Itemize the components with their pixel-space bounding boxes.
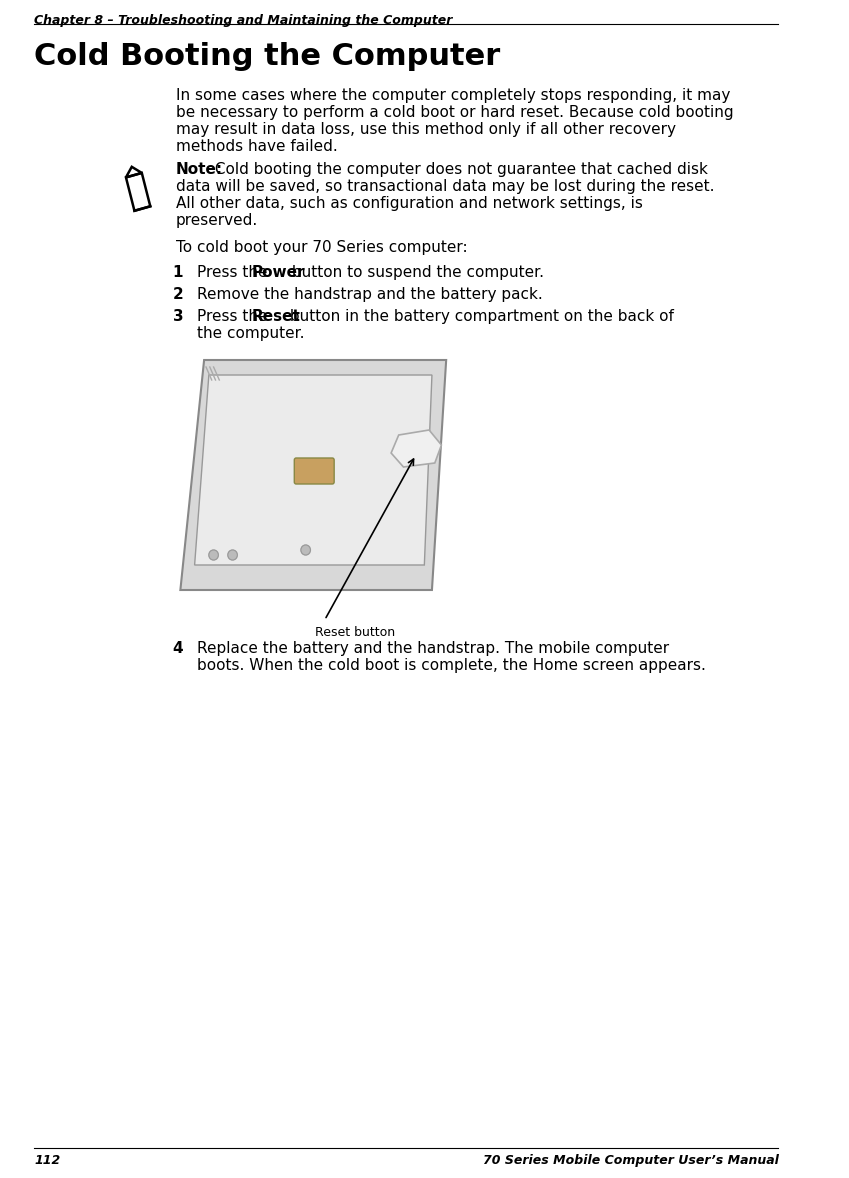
Text: Cold Booting the Computer: Cold Booting the Computer xyxy=(34,42,500,71)
Text: the computer.: the computer. xyxy=(196,326,304,340)
Text: Press the: Press the xyxy=(196,309,272,324)
Circle shape xyxy=(209,550,218,560)
Text: In some cases where the computer completely stops responding, it may: In some cases where the computer complet… xyxy=(176,88,730,102)
Text: may result in data loss, use this method only if all other recovery: may result in data loss, use this method… xyxy=(176,123,676,137)
Text: data will be saved, so transactional data may be lost during the reset.: data will be saved, so transactional dat… xyxy=(176,179,714,194)
Text: 112: 112 xyxy=(34,1154,60,1167)
Polygon shape xyxy=(194,375,432,565)
Text: preserved.: preserved. xyxy=(176,213,258,229)
Text: Press the: Press the xyxy=(196,265,272,280)
Text: Reset: Reset xyxy=(251,309,301,324)
Text: To cold boot your 70 Series computer:: To cold boot your 70 Series computer: xyxy=(176,240,467,254)
Text: All other data, such as configuration and network settings, is: All other data, such as configuration an… xyxy=(176,196,643,211)
Text: button to suspend the computer.: button to suspend the computer. xyxy=(287,265,543,280)
FancyBboxPatch shape xyxy=(295,458,335,484)
Polygon shape xyxy=(180,360,447,590)
Text: 2: 2 xyxy=(172,287,183,302)
Circle shape xyxy=(301,545,311,555)
Polygon shape xyxy=(391,430,441,466)
Text: Power: Power xyxy=(251,265,305,280)
Text: Replace the battery and the handstrap. The mobile computer: Replace the battery and the handstrap. T… xyxy=(196,641,669,656)
Text: 3: 3 xyxy=(172,309,183,324)
Circle shape xyxy=(228,550,238,560)
Text: 1: 1 xyxy=(172,265,183,280)
Text: Reset button: Reset button xyxy=(315,626,396,638)
Text: Chapter 8 – Troubleshooting and Maintaining the Computer: Chapter 8 – Troubleshooting and Maintain… xyxy=(34,14,453,27)
Text: 4: 4 xyxy=(172,641,183,656)
Text: Cold booting the computer does not guarantee that cached disk: Cold booting the computer does not guara… xyxy=(210,163,708,177)
Text: methods have failed.: methods have failed. xyxy=(176,139,337,154)
Text: be necessary to perform a cold boot or hard reset. Because cold booting: be necessary to perform a cold boot or h… xyxy=(176,105,734,120)
Text: button in the battery compartment on the back of: button in the battery compartment on the… xyxy=(284,309,673,324)
Text: 70 Series Mobile Computer User’s Manual: 70 Series Mobile Computer User’s Manual xyxy=(482,1154,779,1167)
Text: boots. When the cold boot is complete, the Home screen appears.: boots. When the cold boot is complete, t… xyxy=(196,659,706,673)
Text: Remove the handstrap and the battery pack.: Remove the handstrap and the battery pac… xyxy=(196,287,543,302)
Text: Note:: Note: xyxy=(176,163,222,177)
